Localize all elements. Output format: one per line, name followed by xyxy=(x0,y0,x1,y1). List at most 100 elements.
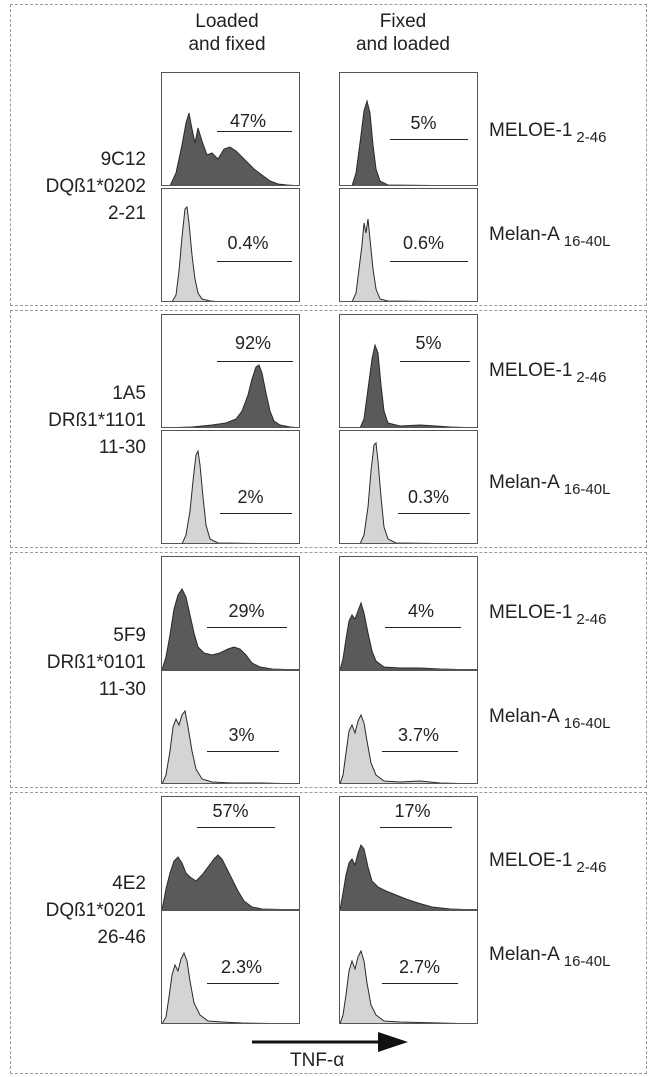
gate-line xyxy=(385,627,461,628)
header-line-1: Loaded xyxy=(195,11,259,32)
peptide-name: MELOE-1 xyxy=(489,602,573,623)
percent-label: 3.7% xyxy=(397,725,440,745)
histogram-curve xyxy=(162,854,282,909)
peptide-name: MELOE-1 xyxy=(489,360,573,381)
histogram-curve xyxy=(169,112,295,185)
peptide-label-meloe: MELOE-1 2-46 xyxy=(489,360,606,386)
peptide-range: 16-40L xyxy=(563,953,611,970)
percent-label: 29% xyxy=(228,601,265,621)
percent-label: 0.3% xyxy=(407,487,450,507)
gate-line xyxy=(207,751,279,752)
peptide-name: MELOE-1 xyxy=(489,120,573,141)
clone-block-5f9 xyxy=(10,552,647,788)
gate-line xyxy=(380,827,452,828)
tnf-axis-arrow xyxy=(252,1032,408,1052)
clone-hla: DRß1*0101 xyxy=(46,652,146,673)
peptide-name: MELOE-1 xyxy=(489,850,573,871)
percent-label: 57% xyxy=(212,801,249,821)
histogram-curve xyxy=(162,951,272,1023)
peptide-label-meloe: MELOE-1 2-46 xyxy=(489,602,606,628)
clone-epitope: 2-21 xyxy=(107,203,146,224)
header-line-2: and fixed xyxy=(188,34,266,55)
percent-label: 17% xyxy=(394,801,431,821)
peptide-name: Melan-A xyxy=(489,944,560,965)
axis-label-tnf: TNF-α xyxy=(290,1050,345,1071)
clone-hla: DQß1*0202 xyxy=(45,176,146,197)
gate-line xyxy=(217,361,293,362)
clone-block-9c12 xyxy=(10,4,647,306)
peptide-name: Melan-A xyxy=(489,472,560,493)
peptide-range: 16-40L xyxy=(563,481,611,498)
gate-line xyxy=(382,751,458,752)
histogram-curve xyxy=(340,601,460,669)
peptide-label-melan: Melan-A 16-40L xyxy=(489,224,610,250)
peptide-name: Melan-A xyxy=(489,706,560,727)
clone-epitope: 11-30 xyxy=(98,679,146,700)
gate-line xyxy=(217,131,292,132)
percent-label: 2.3% xyxy=(220,957,263,977)
clone-name: 4E2 xyxy=(112,873,146,894)
peptide-range: 2-46 xyxy=(576,369,607,386)
arrow-head-icon xyxy=(378,1032,408,1052)
header-line-1: Fixed xyxy=(379,11,427,32)
clone-label-1a5: 1A5 DRß1*1101 11-30 xyxy=(0,380,146,461)
gate-line xyxy=(207,627,287,628)
peptide-range: 2-46 xyxy=(576,611,607,628)
gate-line xyxy=(390,261,468,262)
percent-label: 47% xyxy=(229,111,267,131)
clone-name: 5F9 xyxy=(113,625,146,646)
peptide-label-meloe: MELOE-1 2-46 xyxy=(489,850,606,876)
percent-label: 5% xyxy=(410,113,437,133)
peptide-range: 16-40L xyxy=(563,233,611,250)
gate-line xyxy=(220,513,292,514)
peptide-label-melan: Melan-A 16-40L xyxy=(489,706,610,732)
clone-epitope: 11-30 xyxy=(98,437,146,458)
percent-label: 92% xyxy=(234,333,272,353)
header-fixed-and-loaded: Fixed and loaded xyxy=(323,10,483,56)
percent-label: 4% xyxy=(407,601,434,621)
peptide-name: Melan-A xyxy=(489,224,560,245)
clone-label-4e2: 4E2 DQß1*0201 26-46 xyxy=(0,870,146,951)
histogram-panel: 2% xyxy=(161,430,300,544)
header-line-2: and loaded xyxy=(355,34,451,55)
histogram-panel: 2.7% xyxy=(339,910,478,1024)
percent-label: 3% xyxy=(228,725,255,745)
gate-line xyxy=(398,513,470,514)
histogram-curve xyxy=(351,99,434,185)
percent-label: 5% xyxy=(415,333,442,353)
percent-label: 2.7% xyxy=(398,957,441,977)
peptide-label-melan: Melan-A 16-40L xyxy=(489,472,610,498)
percent-label: 0.6% xyxy=(402,233,445,253)
percent-label: 2% xyxy=(237,487,264,507)
clone-hla: DQß1*0201 xyxy=(45,900,146,921)
histogram-panel: 2.3% xyxy=(161,910,300,1024)
histogram-panel: 3.7% xyxy=(339,670,478,784)
clone-name: 9C12 xyxy=(100,149,146,170)
histogram-curve xyxy=(162,709,282,783)
histogram-panel: 17% xyxy=(339,796,478,910)
gate-line xyxy=(197,827,275,828)
histogram-curve xyxy=(340,949,460,1023)
histogram-panel: 0.6% xyxy=(339,188,478,302)
gate-line xyxy=(390,139,468,140)
histogram-panel: 47% xyxy=(161,72,300,186)
peptide-range: 2-46 xyxy=(576,129,607,146)
clone-label-5f9: 5F9 DRß1*0101 11-30 xyxy=(0,622,146,703)
histogram-panel: 4% xyxy=(339,556,478,670)
percent-label: 0.4% xyxy=(227,233,269,253)
histogram-panel: 5% xyxy=(339,72,478,186)
peptide-label-meloe: MELOE-1 2-46 xyxy=(489,120,606,146)
histogram-panel: 57% xyxy=(161,796,300,910)
histogram-curve xyxy=(176,364,296,427)
histogram-curve xyxy=(181,449,260,543)
histogram-curve xyxy=(340,843,465,909)
clone-label-9c12: 9C12 DQß1*0202 2-21 xyxy=(0,146,146,227)
histogram-panel: 3% xyxy=(161,670,300,784)
gate-line xyxy=(217,261,292,262)
clone-epitope: 26-46 xyxy=(97,927,146,948)
header-loaded-and-fixed: Loaded and fixed xyxy=(147,10,307,56)
peptide-label-melan: Melan-A 16-40L xyxy=(489,944,610,970)
histogram-panel: 29% xyxy=(161,556,300,670)
gate-line xyxy=(207,983,279,984)
histogram-curve xyxy=(359,343,465,427)
